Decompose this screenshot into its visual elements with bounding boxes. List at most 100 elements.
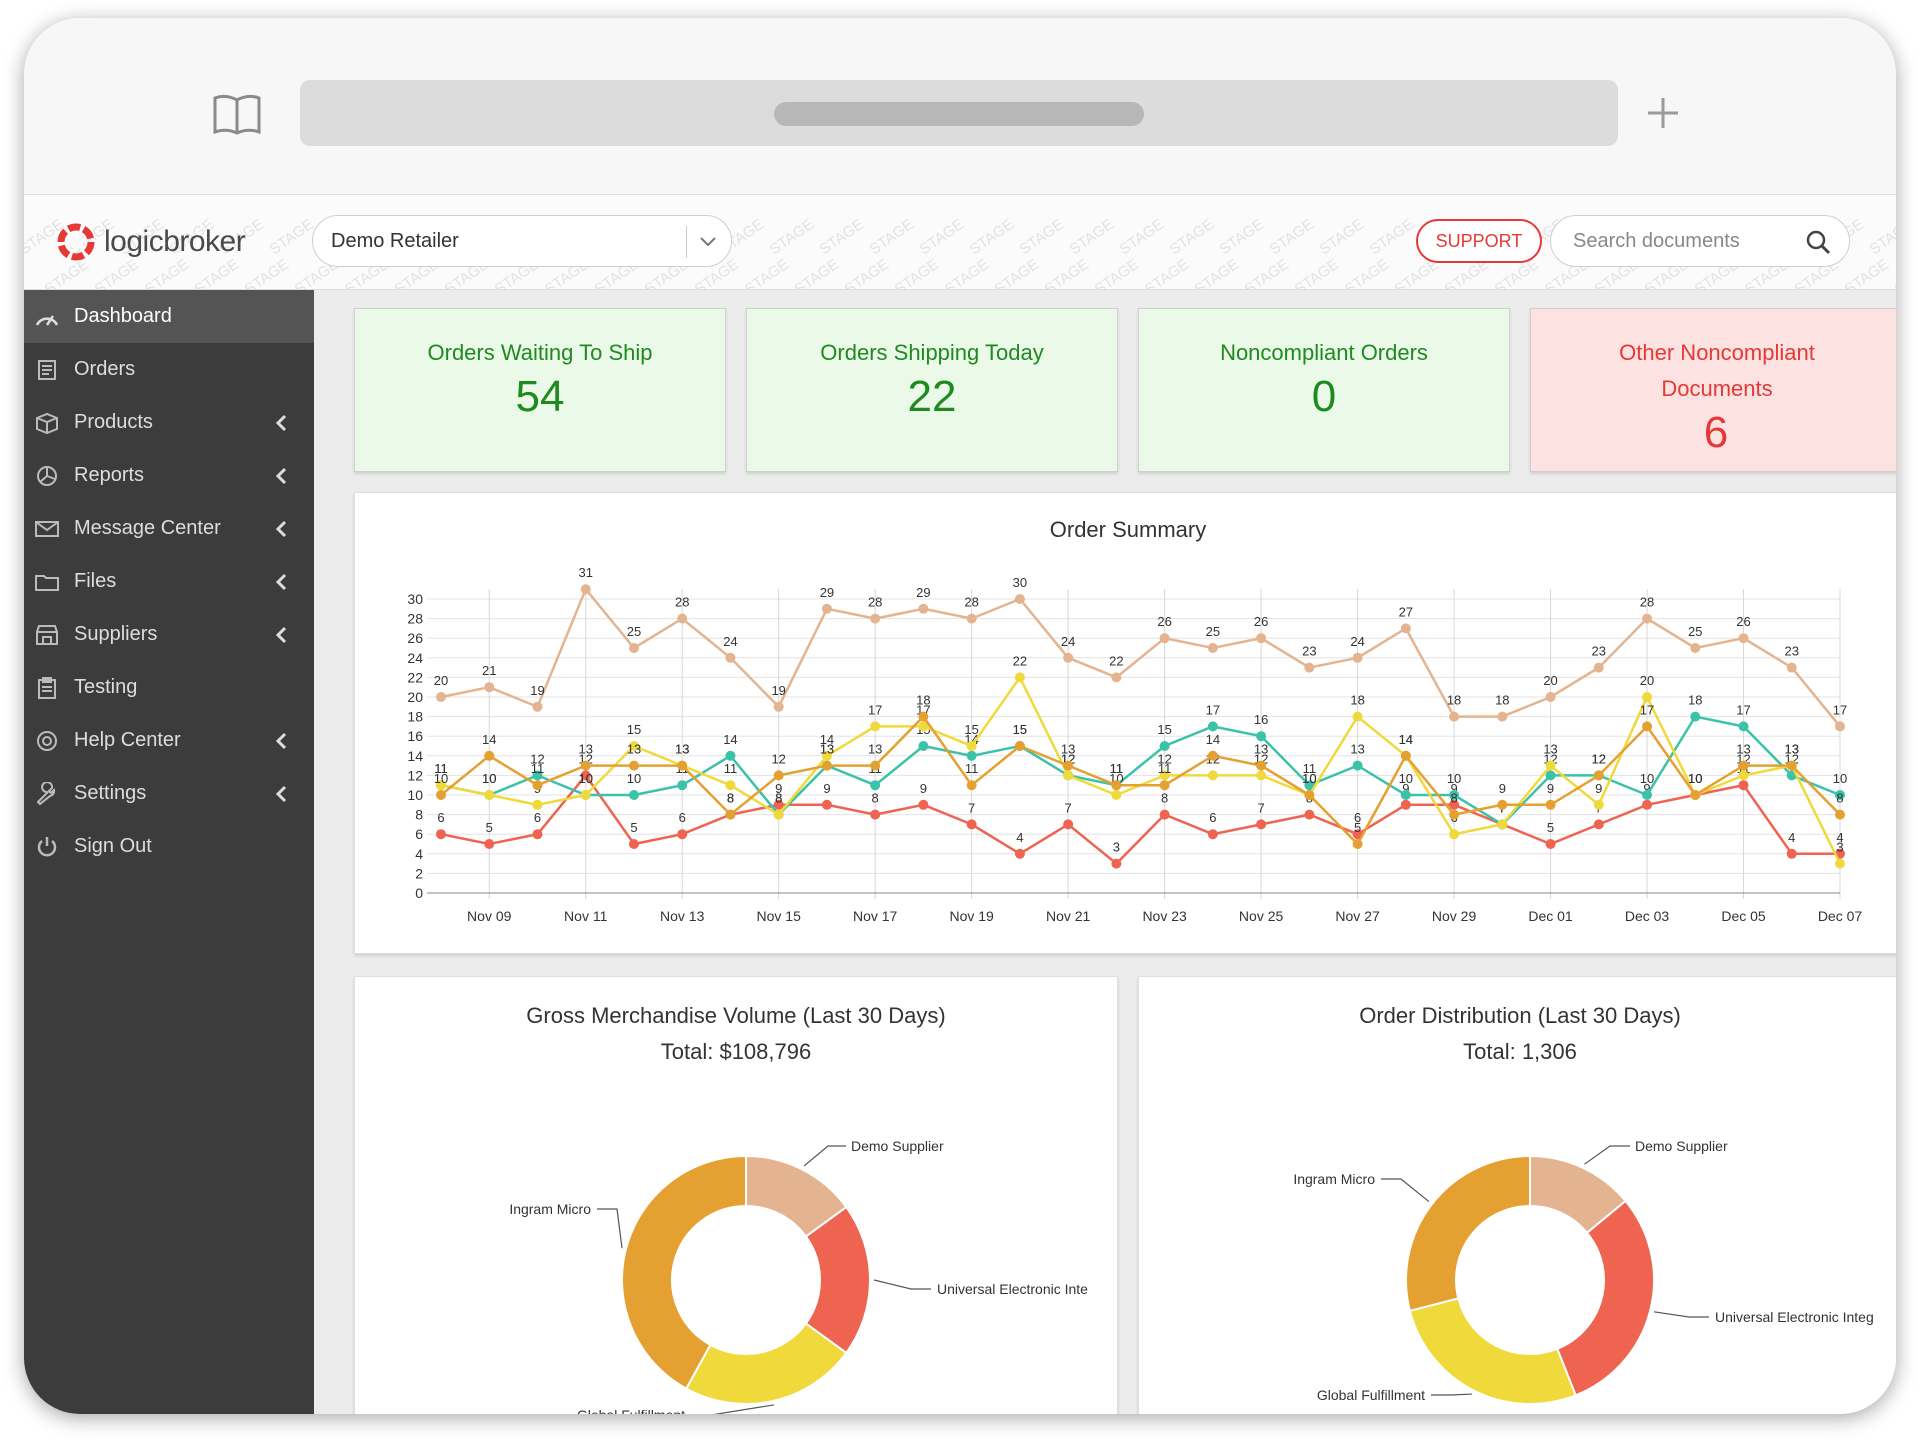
- data-point[interactable]: [1159, 770, 1170, 781]
- data-point[interactable]: [1642, 721, 1653, 732]
- data-point[interactable]: [1449, 829, 1460, 840]
- data-point[interactable]: [1207, 721, 1218, 732]
- data-point[interactable]: [1111, 790, 1122, 800]
- data-point[interactable]: [1835, 809, 1845, 820]
- data-point[interactable]: [1400, 799, 1411, 810]
- data-point[interactable]: [1400, 750, 1411, 761]
- data-point[interactable]: [1014, 741, 1025, 751]
- pie-slice[interactable]: [684, 1322, 848, 1405]
- data-point[interactable]: [1449, 790, 1460, 800]
- card-other-noncompliant-documents[interactable]: Other Noncompliant Documents 6: [1530, 308, 1896, 472]
- data-point[interactable]: [1256, 633, 1267, 644]
- data-point[interactable]: [532, 799, 543, 810]
- data-point[interactable]: [1738, 780, 1749, 791]
- data-point[interactable]: [484, 839, 495, 849]
- data-point[interactable]: [966, 780, 977, 791]
- sidebar-item-products[interactable]: Products: [24, 396, 314, 449]
- data-point[interactable]: [677, 780, 688, 791]
- card-orders-shipping-today[interactable]: Orders Shipping Today 22: [746, 308, 1118, 472]
- data-point[interactable]: [1593, 662, 1604, 673]
- data-point[interactable]: [484, 682, 495, 693]
- data-point[interactable]: [918, 711, 929, 722]
- data-point[interactable]: [1111, 858, 1122, 869]
- data-point[interactable]: [1545, 839, 1556, 849]
- data-point[interactable]: [1256, 731, 1267, 742]
- sidebar-item-suppliers[interactable]: Suppliers: [24, 608, 314, 661]
- book-icon[interactable]: [212, 92, 262, 136]
- data-point[interactable]: [1642, 692, 1653, 702]
- data-point[interactable]: [677, 613, 688, 624]
- pie-slice[interactable]: [1408, 1297, 1577, 1405]
- data-point[interactable]: [532, 780, 543, 791]
- data-point[interactable]: [821, 799, 832, 810]
- data-point[interactable]: [1159, 780, 1170, 791]
- data-point[interactable]: [1449, 711, 1460, 722]
- data-point[interactable]: [1304, 662, 1315, 673]
- data-point[interactable]: [1207, 829, 1218, 840]
- data-point[interactable]: [580, 584, 591, 595]
- pie-slice[interactable]: [1405, 1154, 1531, 1313]
- data-point[interactable]: [1014, 594, 1025, 604]
- sidebar-item-orders[interactable]: Orders: [24, 343, 314, 396]
- data-point[interactable]: [1497, 799, 1508, 810]
- data-point[interactable]: [1207, 770, 1218, 781]
- data-point[interactable]: [773, 809, 784, 820]
- plus-icon[interactable]: [1646, 96, 1680, 130]
- data-point[interactable]: [1545, 692, 1556, 702]
- data-point[interactable]: [1449, 809, 1460, 820]
- data-point[interactable]: [628, 790, 639, 800]
- data-point[interactable]: [1352, 760, 1363, 771]
- data-point[interactable]: [1690, 790, 1701, 800]
- data-point[interactable]: [1400, 790, 1411, 800]
- data-point[interactable]: [580, 760, 591, 771]
- data-point[interactable]: [436, 790, 446, 800]
- data-point[interactable]: [1545, 799, 1556, 810]
- data-point[interactable]: [1738, 633, 1749, 644]
- data-point[interactable]: [1111, 672, 1122, 683]
- data-point[interactable]: [628, 760, 639, 771]
- data-point[interactable]: [1014, 672, 1025, 683]
- sidebar-item-files[interactable]: Files: [24, 555, 314, 608]
- data-point[interactable]: [1304, 809, 1315, 820]
- data-point[interactable]: [532, 701, 543, 712]
- data-point[interactable]: [918, 799, 929, 810]
- data-point[interactable]: [1786, 662, 1797, 673]
- data-point[interactable]: [725, 652, 736, 663]
- data-point[interactable]: [1738, 760, 1749, 771]
- data-point[interactable]: [436, 829, 446, 840]
- logo[interactable]: logicbroker: [54, 217, 246, 267]
- data-point[interactable]: [1352, 652, 1363, 663]
- data-point[interactable]: [1545, 770, 1556, 781]
- data-point[interactable]: [1304, 790, 1315, 800]
- data-point[interactable]: [821, 760, 832, 771]
- data-point[interactable]: [918, 741, 929, 751]
- data-point[interactable]: [1063, 760, 1074, 771]
- search-icon[interactable]: [1805, 229, 1831, 255]
- data-point[interactable]: [773, 770, 784, 781]
- sidebar-item-sign-out[interactable]: Sign Out: [24, 820, 314, 873]
- data-point[interactable]: [1835, 721, 1845, 732]
- data-point[interactable]: [1304, 780, 1315, 791]
- data-point[interactable]: [532, 829, 543, 840]
- data-point[interactable]: [725, 750, 736, 761]
- card-orders-waiting[interactable]: Orders Waiting To Ship 54: [354, 308, 726, 472]
- data-point[interactable]: [870, 760, 881, 771]
- data-point[interactable]: [436, 780, 446, 791]
- data-point[interactable]: [436, 692, 446, 702]
- data-point[interactable]: [1835, 858, 1845, 869]
- data-point[interactable]: [677, 829, 688, 840]
- data-point[interactable]: [484, 790, 495, 800]
- data-point[interactable]: [1786, 760, 1797, 771]
- sidebar-item-dashboard[interactable]: Dashboard: [24, 290, 314, 343]
- data-point[interactable]: [628, 643, 639, 653]
- data-point[interactable]: [1352, 839, 1363, 849]
- data-point[interactable]: [870, 780, 881, 791]
- data-point[interactable]: [1256, 760, 1267, 771]
- data-point[interactable]: [1642, 799, 1653, 810]
- data-point[interactable]: [1063, 770, 1074, 781]
- data-point[interactable]: [628, 839, 639, 849]
- data-point[interactable]: [1593, 770, 1604, 781]
- data-point[interactable]: [1063, 819, 1074, 830]
- pie-slice[interactable]: [1555, 1199, 1655, 1397]
- data-point[interactable]: [628, 741, 639, 751]
